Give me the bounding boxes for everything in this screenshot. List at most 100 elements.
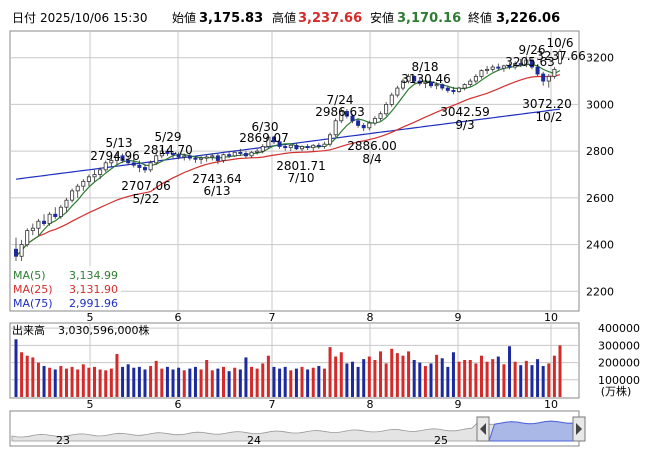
volume-bar-63 <box>367 356 371 397</box>
volume-bar-45 <box>266 355 270 397</box>
volume-axis: 100000 200000 300000 400000 <box>598 322 640 387</box>
scroll-selected-area <box>488 420 574 442</box>
volume-bar-50 <box>294 368 298 397</box>
volume-bar-21 <box>132 367 136 397</box>
month-label-price-5: 10 <box>544 311 558 324</box>
annotation-12: 7/10 <box>288 171 315 185</box>
legend-ma75-value: 2,991.96 <box>69 297 118 310</box>
volume-value: 3,030,596,000株 <box>58 323 149 337</box>
volume-bar-84 <box>485 361 489 397</box>
volume-bar-65 <box>379 351 383 397</box>
candle-body-28 <box>171 153 176 156</box>
annotation-19: 3042.59 <box>440 105 490 119</box>
volume-bar-0 <box>14 339 18 397</box>
volume-bar-64 <box>373 360 377 397</box>
month-label-volume-0: 5 <box>87 398 94 411</box>
annotation-8: 6/13 <box>204 184 231 198</box>
volume-bar-19 <box>121 366 125 397</box>
scroll-handle-right[interactable] <box>572 416 586 442</box>
month-label-volume-3: 8 <box>367 398 374 411</box>
annotation-15: 2886.00 <box>347 139 397 153</box>
candle-body-89 <box>513 63 518 68</box>
volume-bar-48 <box>283 366 287 397</box>
volume-bar-8 <box>59 366 63 397</box>
candle-body-10 <box>70 190 75 201</box>
annotation-13: 7/24 <box>327 93 354 107</box>
candle-body-85 <box>490 66 495 70</box>
price-axis: 2200 2400 2600 2800 3000 3200 <box>586 52 614 299</box>
annotation-1: 5/13 <box>106 136 133 150</box>
volume-bar-29 <box>177 367 181 397</box>
candle-body-12 <box>81 181 86 187</box>
high-value: 3,237.66 <box>298 11 362 26</box>
annotation-10: 2869.07 <box>239 131 289 145</box>
volume-bar-41 <box>244 357 248 397</box>
candle-body-78 <box>451 90 456 92</box>
annotation-6: 5/22 <box>133 192 160 206</box>
volume-bar-38 <box>227 371 231 397</box>
close-value: 3,226.06 <box>496 11 560 26</box>
date-label: 日付 <box>12 11 36 25</box>
candle-body-61 <box>356 120 361 126</box>
candle-body-92 <box>529 59 534 68</box>
volume-bar-80 <box>463 360 467 397</box>
candle-body-86 <box>496 66 501 69</box>
annotation-22: 3205.63 <box>505 55 555 69</box>
open-label: 始値 <box>172 10 196 25</box>
volume-bar-46 <box>272 366 276 397</box>
volume-bar-78 <box>451 352 455 397</box>
volume-bar-26 <box>160 368 164 397</box>
candle-body-77 <box>445 87 450 91</box>
candle-body-32 <box>193 157 198 160</box>
volume-bar-87 <box>502 364 506 397</box>
volume-bar-60 <box>350 361 354 397</box>
candle-body-59 <box>344 111 349 117</box>
volume-bar-56 <box>328 347 332 397</box>
volume-bar-81 <box>468 360 472 397</box>
volume-grid <box>10 323 579 398</box>
range-scroller[interactable]: 23 24 25 <box>11 416 586 447</box>
candle-body-90 <box>518 63 523 66</box>
candle-body-8 <box>58 206 63 217</box>
volume-bar-27 <box>165 366 169 397</box>
volume-bar-77 <box>446 366 450 397</box>
volume-bar-32 <box>193 366 197 397</box>
volume-bar-67 <box>390 348 394 397</box>
month-label-price-1: 6 <box>175 311 182 324</box>
candle-body-20 <box>126 160 131 164</box>
candle-body-25 <box>154 155 159 164</box>
header-bar: 日付 2025/10/06 15:30 始値 3,175.83 高値 3,237… <box>12 10 560 26</box>
annotation-17: 8/18 <box>412 60 439 74</box>
candle-body-31 <box>187 155 192 159</box>
volume-bar-70 <box>407 351 411 397</box>
annotation-14: 2986.63 <box>315 105 365 119</box>
legend-ma25-label: MA(25) <box>13 283 53 296</box>
volume-bar-37 <box>222 366 226 397</box>
volume-tick-400000: 400000 <box>598 322 640 335</box>
candle-body-80 <box>462 84 467 89</box>
annotation-26: 10/2 <box>536 110 563 124</box>
volume-bar-96 <box>552 355 556 397</box>
candle-body-66 <box>384 104 389 115</box>
candle-body-23 <box>142 167 147 171</box>
candle-body-97 <box>558 51 563 64</box>
annotation-4: 2814.70 <box>143 143 193 157</box>
scroll-handle-left[interactable] <box>476 416 490 442</box>
volume-bar-5 <box>42 366 46 397</box>
candle-body-47 <box>277 141 282 147</box>
candle-body-45 <box>266 136 271 147</box>
scroll-label-24: 24 <box>247 434 261 447</box>
candle-body-15 <box>98 169 103 175</box>
candle-body-94 <box>541 73 546 82</box>
candle-body-51 <box>300 146 305 150</box>
ma25-line <box>15 74 561 257</box>
volume-bar-71 <box>412 360 416 397</box>
volume-bar-69 <box>401 355 405 397</box>
volume-bar-76 <box>440 358 444 397</box>
candle-body-14 <box>92 174 97 178</box>
legend-ma5-label: MA(5) <box>13 269 46 282</box>
volume-bar-22 <box>137 366 141 397</box>
candle-body-83 <box>479 70 484 77</box>
candle-body-75 <box>434 84 439 87</box>
candle-body-9 <box>64 199 69 208</box>
